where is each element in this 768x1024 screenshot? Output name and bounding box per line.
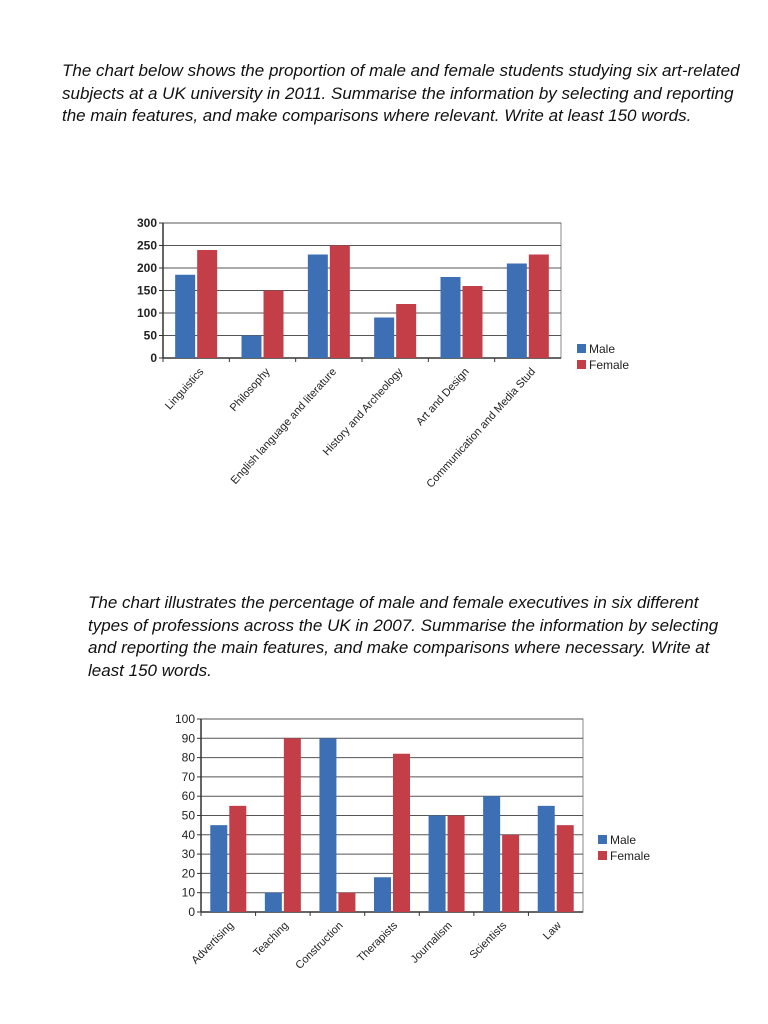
category-label: Law: [541, 920, 564, 943]
legend-swatch-female: [577, 360, 586, 369]
bar-female: [283, 738, 301, 912]
y-tick-label: 100: [175, 712, 195, 726]
bar-female: [396, 304, 417, 358]
y-tick-label: 0: [150, 351, 157, 365]
y-tick-label: 50: [182, 809, 196, 823]
bar-female: [528, 254, 549, 358]
y-tick-label: 40: [182, 828, 196, 842]
y-tick-label: 250: [137, 239, 157, 253]
legend-label-female: Female: [610, 849, 650, 863]
y-tick-label: 30: [182, 847, 196, 861]
bar-male: [440, 277, 461, 358]
bar-male: [483, 796, 501, 912]
category-label: Teaching: [251, 920, 291, 960]
bar-female: [393, 753, 410, 912]
y-tick-label: 50: [144, 329, 158, 343]
bar-male: [537, 805, 555, 912]
y-tick-label: 80: [182, 751, 196, 765]
y-tick-label: 10: [182, 886, 196, 900]
bar-male: [374, 317, 395, 358]
bar-male: [307, 254, 328, 358]
y-tick-label: 20: [182, 866, 196, 880]
y-tick-label: 70: [182, 770, 196, 784]
bar-male: [506, 263, 527, 358]
bar-female: [263, 290, 284, 358]
y-tick-label: 90: [182, 731, 196, 745]
bar-male: [210, 825, 228, 912]
y-tick-label: 60: [182, 789, 196, 803]
bar-female: [556, 825, 574, 912]
bar-female: [447, 815, 465, 912]
y-tick-label: 200: [137, 261, 157, 275]
bar-female: [229, 805, 247, 912]
legend-label-male: Male: [589, 342, 615, 356]
bar-male: [241, 335, 262, 358]
category-label: Construction: [293, 920, 345, 972]
legend-swatch-male: [577, 344, 586, 353]
legend-label-female: Female: [589, 358, 629, 372]
y-tick-label: 300: [137, 216, 157, 230]
task-prompt-2: The chart illustrates the percentage of …: [88, 593, 719, 680]
legend-swatch-male: [598, 835, 607, 844]
bar-male: [175, 274, 196, 358]
legend-label-male: Male: [610, 833, 636, 847]
y-tick-label: 0: [188, 905, 195, 919]
bar-male: [264, 892, 282, 912]
category-label: Scientists: [467, 919, 509, 961]
bar-female: [197, 250, 218, 358]
bar-female: [338, 892, 356, 912]
bar-female: [462, 286, 483, 358]
category-label: Journalism: [409, 920, 455, 966]
y-tick-label: 100: [137, 306, 157, 320]
bar-female: [502, 834, 520, 912]
category-label: Advertising: [189, 920, 236, 967]
legend-swatch-female: [598, 851, 607, 860]
bar-female: [329, 245, 350, 358]
bar-male: [319, 738, 337, 912]
bar-male: [374, 877, 391, 912]
bar-male: [428, 815, 446, 912]
task-prompt-1: The chart below shows the proportion of …: [62, 61, 740, 125]
y-tick-label: 150: [137, 284, 157, 298]
category-label: Therapists: [355, 919, 400, 964]
